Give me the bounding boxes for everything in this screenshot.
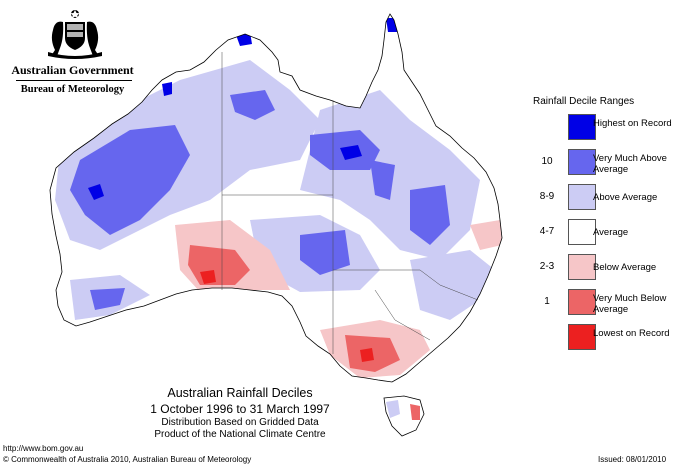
bureau-name: Bureau of Meteorology [20,84,125,95]
region-above-average [410,250,495,320]
legend-label: Lowest on Record [593,328,670,339]
legend-swatch [568,149,596,175]
legend-code: 4-7 [539,226,555,237]
legend-swatch [568,114,596,140]
legend-item: 1 Very Much Below Average [530,289,680,317]
legend-label: Highest on Record [593,118,672,129]
legend-item: 8-9 Above Average [530,184,680,212]
legend-label: Below Average [593,262,657,273]
region-above-average [386,400,400,418]
bom-url[interactable]: http://www.bom.gov.au [3,444,84,453]
region-highest-on-record [386,18,398,32]
map-title-block: Australian Rainfall Deciles 1 October 19… [120,385,360,441]
region-very-much-above-average [70,125,190,235]
legend-swatch [568,324,596,350]
legend-swatch [568,184,596,210]
region-very-much-above-average [410,185,450,245]
government-name: Australian Government [11,63,134,77]
legend-item: 2-3 Below Average [530,254,680,282]
legend-code: 10 [541,156,553,167]
region-highest-on-record [162,82,172,96]
legend-code: 2-3 [539,261,555,272]
legend-label: Above Average [593,192,658,203]
region-very-much-above-average [370,160,395,200]
legend-label: Very Much Above Average [593,153,667,175]
map-basis-line2: Product of the National Climate Centre [154,429,326,440]
region-highest-on-record [88,184,104,200]
legend-item: Lowest on Record [530,324,680,352]
legend-item: 10 Very Much Above Average [530,149,680,177]
region-very-much-above-average [300,230,350,275]
legend-title: Rainfall Decile Ranges [533,96,635,107]
government-logo: Australian Government Bureau of Meteorol… [10,8,135,98]
region-highest-on-record [340,145,362,160]
region-very-much-below-average [410,404,420,420]
copyright-notice: © Commonwealth of Australia 2010, Austra… [3,455,252,464]
region-lowest-on-record [360,348,374,362]
region-lowest-on-record [200,270,216,284]
legend-label: Average [593,227,629,238]
legend-swatch [568,254,596,280]
region-below-average [470,220,502,250]
header-divider [16,80,132,81]
rainfall-decile-map [49,13,503,437]
legend-item: 4-7 Average [530,219,680,247]
state-borders [221,52,479,354]
legend-code: 8-9 [539,191,555,202]
legend-code: 1 [544,296,550,307]
legend-swatch [568,289,596,315]
legend-label: Very Much Below Average [593,293,667,315]
region-very-much-above-average [230,90,275,120]
map-title: Australian Rainfall Deciles [167,386,313,400]
legend-item: Highest on Record [530,114,680,142]
region-very-much-above-average [90,288,125,310]
map-period: 1 October 1996 to 31 March 1997 [150,402,330,416]
legend-swatch [568,219,596,245]
australia-coastline [49,13,503,383]
map-basis-line1: Distribution Based on Gridded Data [161,417,319,428]
region-below-average [285,40,300,58]
issued-date: Issued: 08/01/2010 [598,455,667,464]
coat-of-arms-icon [48,10,102,59]
